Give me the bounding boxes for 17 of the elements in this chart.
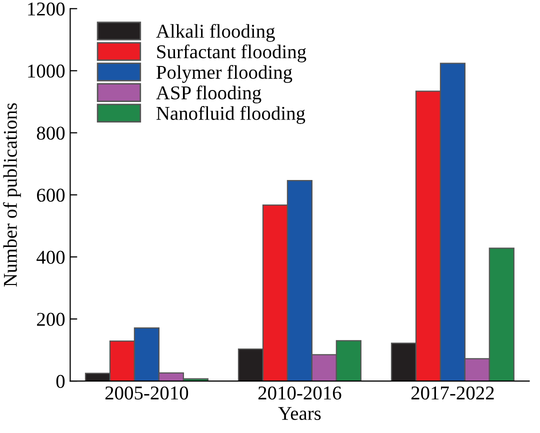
legend-label: ASP flooding bbox=[156, 86, 262, 104]
x-tick-label: 2017-2022 bbox=[411, 386, 494, 400]
legend-label: Alkali flooding bbox=[156, 24, 275, 42]
y-tick-label: 1200 bbox=[28, 2, 65, 16]
x-axis-title: Years bbox=[278, 407, 321, 420]
legend-label: Surfactant flooding bbox=[157, 44, 306, 62]
y-tick-label: 0 bbox=[56, 374, 65, 388]
x-tick-label: 2005-2010 bbox=[105, 386, 188, 400]
y-tick-label: 200 bbox=[37, 312, 65, 326]
y-tick-label: 1000 bbox=[28, 64, 65, 78]
legend-label: Polymer flooding bbox=[156, 65, 292, 83]
y-tick-label: 800 bbox=[36, 126, 65, 140]
y-tick-label: 400 bbox=[36, 250, 65, 264]
legend-label: Nanofluid flooding bbox=[156, 106, 306, 124]
y-axis-title: Number of publications bbox=[3, 103, 21, 287]
y-tick-label: 600 bbox=[37, 188, 65, 202]
x-tick-label: 2010-2016 bbox=[258, 386, 342, 400]
